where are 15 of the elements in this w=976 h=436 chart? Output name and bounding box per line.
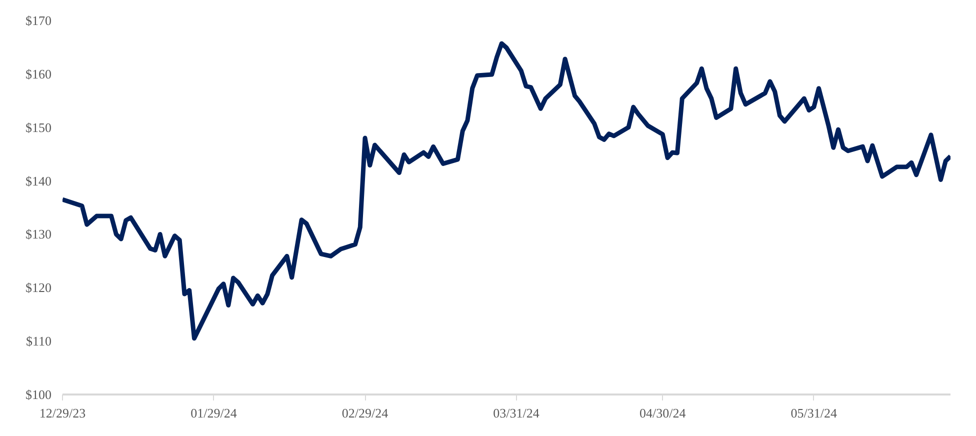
y-tick-label: $120 xyxy=(26,280,52,296)
y-tick-label: $110 xyxy=(26,334,52,349)
y-tick-label: $140 xyxy=(26,173,52,188)
y-tick-label: $150 xyxy=(26,120,52,135)
x-tick-label: 02/29/24 xyxy=(342,406,389,420)
x-tick-label: 04/30/24 xyxy=(640,406,686,420)
y-tick-label: $130 xyxy=(26,226,52,242)
y-tick-label: $100 xyxy=(26,387,52,402)
x-tick-label: 01/29/24 xyxy=(190,406,238,420)
x-tick-label: 03/31/24 xyxy=(493,406,540,420)
x-tick-label: 05/31/24 xyxy=(790,406,838,420)
x-tick-label: 12/29/23 xyxy=(39,406,86,420)
y-tick-label: $170 xyxy=(26,13,52,28)
line-series xyxy=(62,41,950,341)
y-tick-label: $160 xyxy=(26,66,52,82)
